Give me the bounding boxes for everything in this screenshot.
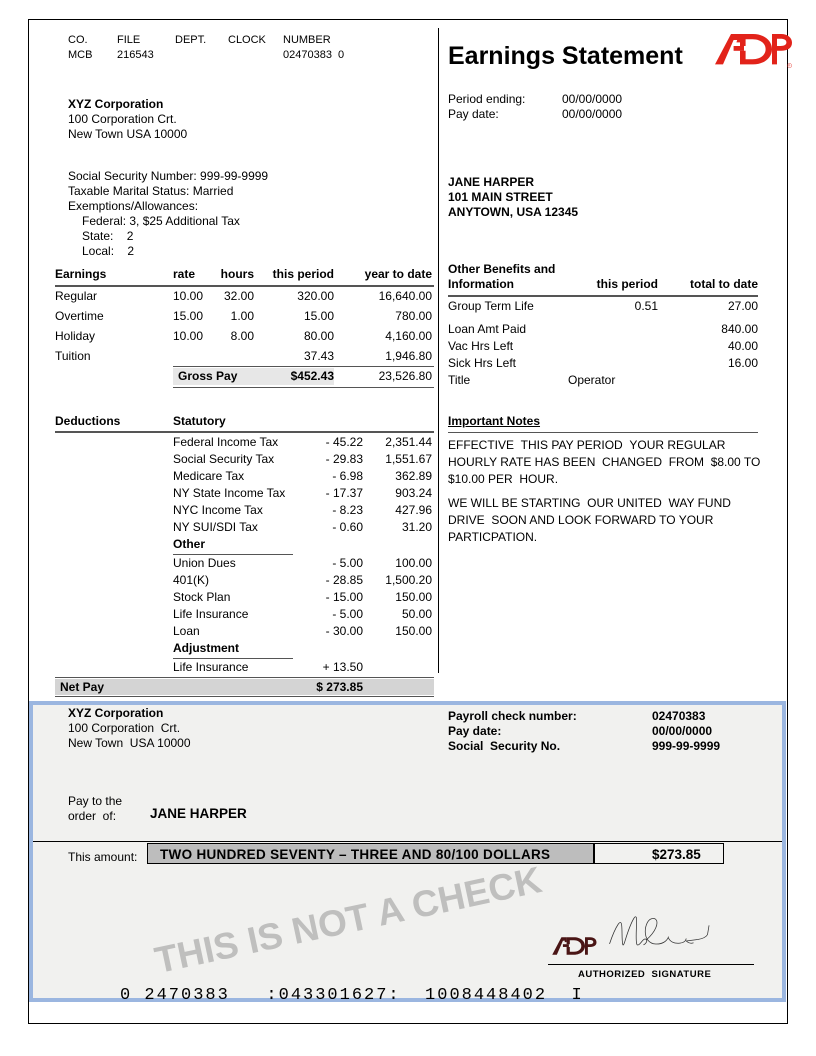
svg-text:R: R <box>788 64 790 68</box>
